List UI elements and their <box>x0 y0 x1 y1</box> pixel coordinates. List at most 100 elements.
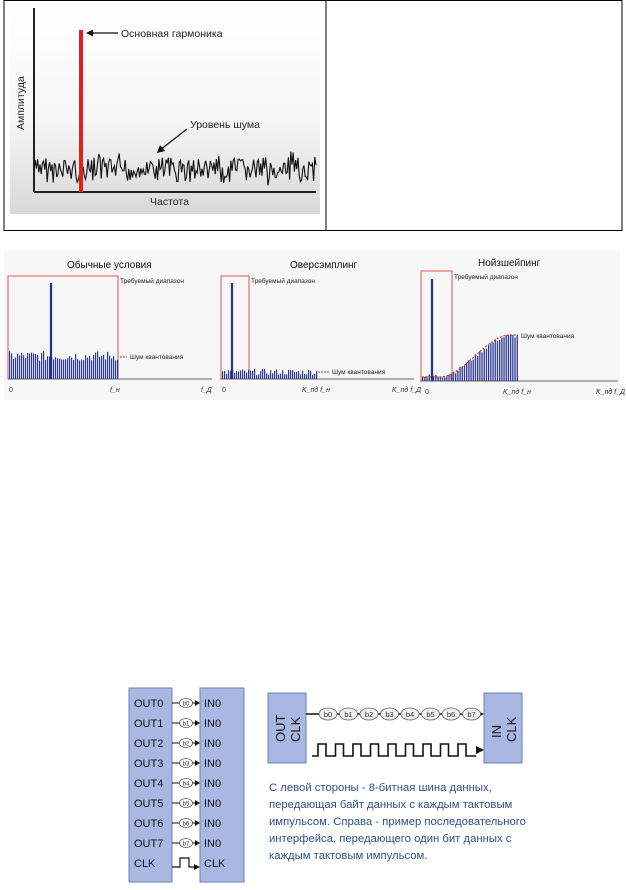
noise-bar <box>224 371 226 379</box>
panel-noise-shaping-title: Нойзшейпинг <box>478 258 541 269</box>
serial-out-label-1: OUT <box>273 715 288 743</box>
noise-bar <box>67 358 69 379</box>
caption-line-4: интерфейса, передающего один бит данных … <box>269 833 512 845</box>
serial-bit-bubble <box>441 707 461 721</box>
table-border <box>3 0 623 231</box>
panel-oversampling-range-box <box>220 275 250 379</box>
bit-bubble <box>179 698 193 708</box>
out-pin-label: OUT0 <box>134 698 163 710</box>
noise-bar <box>470 361 472 381</box>
noise-bar <box>43 351 45 379</box>
noise-bar <box>308 370 310 379</box>
noise-bar <box>19 355 21 379</box>
noise-bar <box>103 354 105 379</box>
bus-arrowhead <box>195 700 200 706</box>
noise-bar <box>53 359 55 379</box>
noise-bar <box>314 373 316 379</box>
noise-bar <box>250 370 252 379</box>
bus-arrowhead <box>195 720 200 726</box>
noise-bar <box>424 376 426 381</box>
noise-bar <box>9 351 11 379</box>
noise-bar <box>238 371 240 379</box>
serial-in-label-1: IN <box>489 725 504 738</box>
serial-bits: b0 b1 b2 b3 b4 b5 b6 b7 <box>318 707 481 721</box>
serial-in-label-2: CLK <box>504 716 519 742</box>
noise-bar <box>441 377 444 381</box>
in-pin-label: IN0 <box>204 778 221 790</box>
bit-label: b7 <box>183 842 190 848</box>
peak-arrowhead <box>86 29 93 37</box>
noise-bar <box>63 359 65 379</box>
noise-bar <box>264 369 266 379</box>
serial-bit-bubble <box>380 707 399 721</box>
noise-bar <box>300 374 302 379</box>
noise-bar <box>89 355 91 379</box>
noise-bar <box>252 370 254 379</box>
noise-bar <box>448 374 450 381</box>
bit-bubble <box>179 778 193 788</box>
caption-line-2: передающая байт данных с каждым тактовым <box>269 799 512 811</box>
noise-bar <box>17 354 19 379</box>
parallel-clock-pulse <box>172 857 194 868</box>
bit-bubble <box>179 838 193 848</box>
in-pin-label: IN0 <box>204 818 221 830</box>
noise-bar <box>472 359 474 381</box>
noise-bar <box>466 362 468 381</box>
panel-noise-shaping-tick-0: 0 <box>425 389 429 396</box>
noise-bar <box>21 352 23 379</box>
noise-bar <box>446 376 448 381</box>
noise-bar <box>270 370 272 379</box>
noise-bar <box>13 358 15 379</box>
in-pin-label: IN0 <box>204 738 221 750</box>
noise-bar <box>59 358 61 379</box>
serial-bit-label: b3 <box>385 710 393 719</box>
panel-noise-shaping-noise-label: Шум квантования <box>521 333 575 340</box>
panel-normal-tick-fd: f_Д <box>201 387 212 394</box>
noise-bar <box>278 374 280 379</box>
out-pin-label: OUT1 <box>134 718 163 730</box>
serial-bit-label: b7 <box>467 710 475 719</box>
noise-bar <box>31 352 33 379</box>
noise-bar <box>55 357 57 379</box>
in-pin-label: IN0 <box>204 798 221 810</box>
caption-line-3: импульсом. Справа - пример последователь… <box>269 816 526 828</box>
serial-bit-bubble <box>318 707 338 721</box>
noise-bar <box>109 355 111 379</box>
y-axis-label: Амплитуда <box>15 76 27 130</box>
noise-bar <box>256 375 258 379</box>
bit-bubble <box>179 738 193 748</box>
noise-bar <box>117 359 119 379</box>
noise-bar <box>505 335 507 381</box>
panel-noise-shaping-range-box <box>420 270 453 381</box>
serial-bit-label: b2 <box>365 710 373 719</box>
noise-bar <box>288 369 290 379</box>
noise-bar <box>236 371 238 379</box>
panel-oversampling-bars <box>222 369 318 379</box>
out-pin-label: CLK <box>134 858 156 870</box>
bus-arrowhead <box>195 760 200 766</box>
noise-bar <box>461 367 463 381</box>
noise-bar <box>296 371 298 379</box>
noise-bar <box>304 374 306 379</box>
out-pin-label: OUT7 <box>134 838 163 850</box>
noise-bar <box>260 371 262 379</box>
noise-bar <box>85 355 87 379</box>
noise-bar <box>514 337 516 381</box>
noise-bar <box>240 370 242 379</box>
serial-clock-wave <box>312 743 476 757</box>
noise-bar <box>428 374 430 381</box>
noise-bar <box>516 335 518 381</box>
noise-bar <box>77 359 79 379</box>
noise-bar <box>483 349 485 381</box>
noise-bar <box>37 355 39 379</box>
noise-bar <box>230 370 232 379</box>
panel-noise-shaping-bars <box>422 334 518 381</box>
bit-label: b6 <box>183 822 190 828</box>
panel-noise-shaping-tick-kfn: K_пд f_н <box>503 388 531 396</box>
noise-bar <box>75 354 77 379</box>
parallel-bus: OUT0 IN0 b0 OUT1 IN0 b1 OUT2 IN0 b2 OUT3 IN0 b3 OUT4… <box>134 698 226 870</box>
noise-bar <box>490 343 492 381</box>
noise-bar <box>282 370 284 379</box>
in-pin-label: IN0 <box>204 838 221 850</box>
serial-clock-arrowhead <box>476 746 484 754</box>
